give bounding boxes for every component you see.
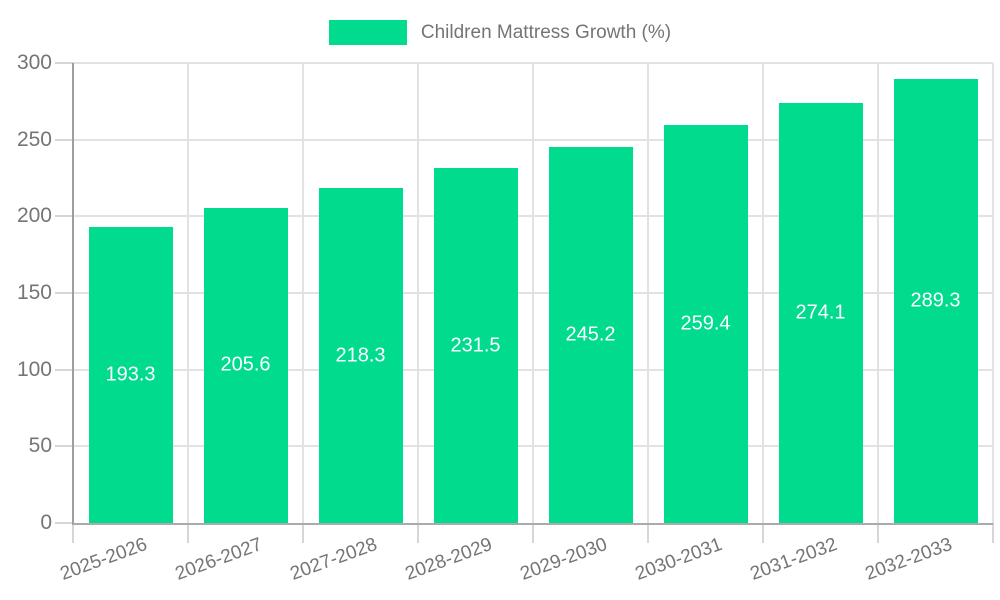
x-gridline xyxy=(417,63,419,523)
x-tick-mark xyxy=(532,523,534,543)
y-tick-mark xyxy=(55,522,73,524)
bar: 259.4 xyxy=(663,125,748,523)
x-tick-mark xyxy=(647,523,649,543)
x-gridline xyxy=(302,63,304,523)
bar: 274.1 xyxy=(778,102,863,523)
y-tick-mark xyxy=(55,445,73,448)
bar-value-label: 259.4 xyxy=(680,312,731,335)
y-tick-mark xyxy=(55,138,73,141)
x-tick-mark xyxy=(72,523,74,543)
x-tick-mark xyxy=(877,523,879,543)
x-gridline xyxy=(532,63,534,523)
bar: 231.5 xyxy=(433,168,518,523)
bar: 289.3 xyxy=(893,79,978,523)
bar-value-label: 245.2 xyxy=(565,323,616,346)
y-tick-mark xyxy=(55,368,73,371)
x-tick-mark xyxy=(302,523,304,543)
bar-value-label: 289.3 xyxy=(910,289,961,312)
x-tick-mark xyxy=(187,523,189,543)
y-tick-label: 250 xyxy=(16,127,52,151)
bar: 245.2 xyxy=(548,147,633,523)
x-tick-mark xyxy=(762,523,764,543)
y-tick-mark xyxy=(55,215,73,218)
y-tick-label: 0 xyxy=(40,511,52,534)
bar: 205.6 xyxy=(203,207,288,523)
x-gridline xyxy=(187,63,189,523)
x-gridline xyxy=(762,63,764,523)
y-tick-label: 100 xyxy=(16,357,52,381)
y-tick-mark xyxy=(55,62,73,64)
bar-value-label: 205.6 xyxy=(220,353,271,376)
x-tick-mark xyxy=(992,523,994,543)
legend-label: Children Mattress Growth (%) xyxy=(420,21,672,43)
x-gridline xyxy=(992,63,994,523)
legend[interactable]: Children Mattress Growth (%) xyxy=(0,18,1000,46)
legend-swatch-icon xyxy=(328,19,407,45)
y-tick-mark xyxy=(55,292,73,294)
bar-value-label: 218.3 xyxy=(335,344,386,367)
bar: 193.3 xyxy=(88,226,173,523)
x-gridline xyxy=(877,63,879,523)
bar-value-label: 231.5 xyxy=(450,334,501,356)
x-axis-line xyxy=(73,523,993,525)
bar-value-label: 274.1 xyxy=(795,301,846,324)
y-tick-label: 300 xyxy=(16,51,52,74)
x-gridline xyxy=(647,63,649,523)
bar: 218.3 xyxy=(318,188,403,523)
y-axis-line xyxy=(72,63,74,525)
y-tick-label: 200 xyxy=(16,204,52,228)
y-tick-label: 50 xyxy=(28,434,52,458)
x-tick-mark xyxy=(417,523,419,543)
y-tick-label: 150 xyxy=(16,281,52,304)
bar-value-label: 193.3 xyxy=(105,363,156,386)
